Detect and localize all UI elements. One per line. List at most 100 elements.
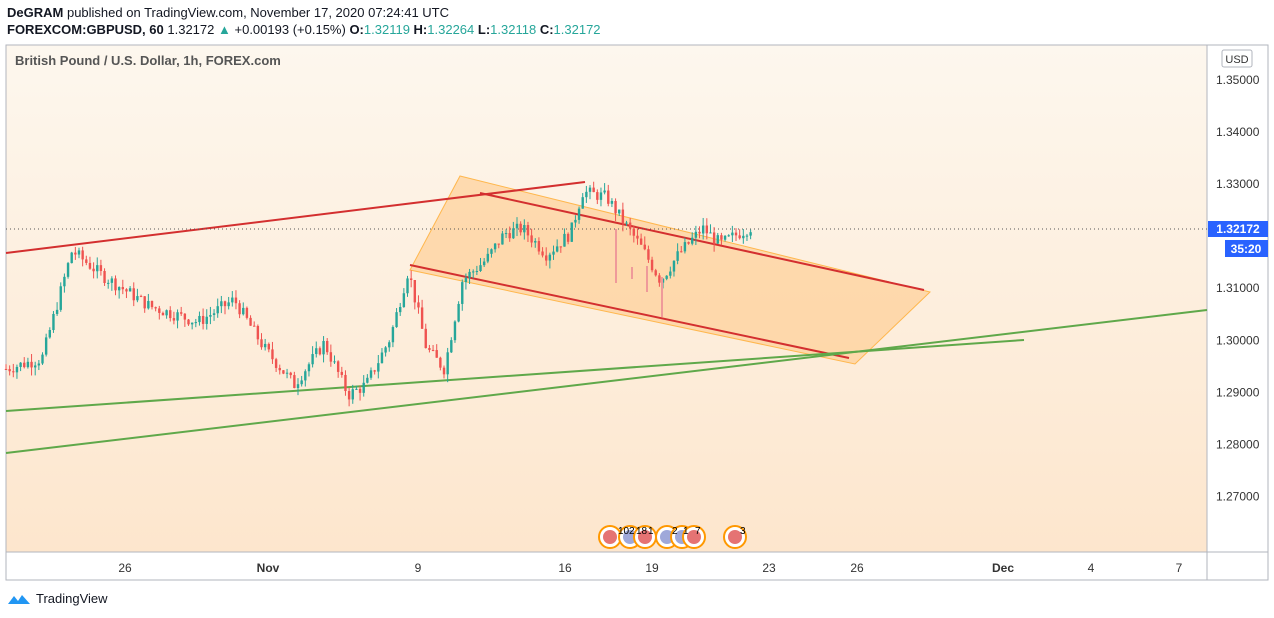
candle-body: [136, 296, 139, 301]
candle-body: [74, 252, 77, 255]
candle-body: [435, 350, 438, 358]
candle-body: [537, 241, 541, 252]
candle-body: [201, 315, 205, 324]
event-count: 3: [740, 526, 746, 537]
economic-events[interactable]: 10 2 18 1 2 1 7 3: [598, 525, 747, 549]
publish-text: published on TradingView.com, November 1…: [66, 5, 450, 20]
currency-label: USD: [1225, 54, 1248, 66]
current-price-tag: [1208, 221, 1268, 237]
price-tick-label: 1.34000: [1216, 125, 1260, 139]
last-price: 1.32172: [167, 22, 215, 37]
candle-body: [59, 286, 62, 310]
candle-body: [731, 232, 734, 236]
low-value: 1.32118: [490, 22, 537, 37]
candle-body: [530, 235, 533, 243]
time-tick-label: 23: [762, 561, 776, 575]
candle-body: [581, 197, 584, 209]
candle-body: [125, 289, 128, 292]
candle-body: [406, 278, 409, 294]
candle-body: [278, 367, 281, 371]
high-label: H:: [413, 22, 428, 37]
candle-body: [683, 242, 687, 252]
candle-body: [647, 249, 650, 260]
candle-body: [318, 348, 322, 355]
event-count: 2: [629, 526, 635, 537]
candle-body: [296, 384, 300, 389]
countdown-tag: [1225, 240, 1268, 257]
event-count: 1: [683, 526, 689, 537]
candle-body: [687, 242, 690, 244]
support-trendline-lower: [5, 309, 1208, 454]
candle-body: [99, 265, 103, 271]
candle-body: [388, 342, 391, 348]
candle-body: [497, 243, 500, 245]
candle-body: [194, 322, 198, 324]
candle-body: [289, 372, 292, 376]
event-count: 1: [648, 526, 654, 537]
price-tick-label: 1.31000: [1216, 281, 1260, 295]
projection-bars: [615, 229, 663, 317]
candle-body: [70, 252, 73, 264]
candle-body: [139, 296, 143, 298]
candle-body: [85, 259, 88, 263]
candle-body: [326, 340, 329, 353]
candle-body: [355, 388, 358, 390]
candle-body: [599, 192, 603, 200]
candle-body: [117, 287, 121, 291]
candle-body: [132, 288, 135, 301]
candle-body: [366, 377, 369, 383]
candle-body: [362, 382, 365, 393]
candle-body: [121, 287, 125, 290]
candle-body: [654, 270, 657, 276]
candle-body: [249, 317, 252, 326]
candle-body: [380, 352, 384, 364]
candle-body: [603, 190, 606, 193]
candle-body: [472, 271, 475, 273]
candle-body: [336, 361, 340, 372]
candle-body: [176, 312, 179, 321]
tradingview-brand: TradingView: [36, 591, 108, 606]
price-tick-label: 1.27000: [1216, 490, 1260, 504]
candle-body: [234, 297, 238, 304]
candle-body: [658, 275, 661, 283]
candle-body: [636, 235, 639, 239]
channel-lower-line: [409, 264, 850, 359]
candle-body: [15, 366, 19, 373]
candle-body: [625, 222, 628, 224]
open-value: 1.32119: [363, 22, 410, 37]
candle-body: [749, 232, 752, 236]
event-count: 2: [672, 526, 678, 537]
us-flag-icon: [687, 530, 701, 544]
projection-bar: [661, 277, 663, 317]
candle-body: [340, 371, 344, 375]
currency-button[interactable]: [1221, 49, 1253, 68]
price-tick-label: 1.35000: [1216, 73, 1260, 87]
candle-body: [453, 321, 457, 341]
candle-body: [293, 375, 296, 389]
candle-body: [209, 314, 212, 317]
candle-body: [114, 278, 117, 291]
candle-body: [552, 251, 555, 255]
candle-body: [311, 354, 314, 365]
candle-body: [428, 348, 431, 350]
candle-body: [37, 363, 41, 366]
candle-body: [26, 361, 30, 368]
time-tick-label: 4: [1088, 561, 1095, 575]
resistance-trendline: [5, 181, 586, 254]
candle-body: [555, 246, 559, 252]
event-count: 7: [695, 526, 701, 537]
price-tick-label: 1.28000: [1216, 438, 1260, 452]
tradingview-footer[interactable]: TradingView: [7, 591, 108, 606]
candle-body: [315, 348, 318, 355]
candle-body: [639, 238, 643, 245]
candle-body: [231, 297, 234, 303]
price-tick-label: 1.29000: [1216, 385, 1260, 399]
candle-body: [563, 233, 566, 247]
publisher-name: DeGRAM: [7, 5, 64, 20]
candle-body: [479, 265, 482, 272]
candle-body: [420, 307, 424, 329]
candle-body: [190, 322, 194, 325]
candle-body: [347, 391, 351, 400]
countdown-tag-text: 35:20: [1231, 242, 1262, 256]
